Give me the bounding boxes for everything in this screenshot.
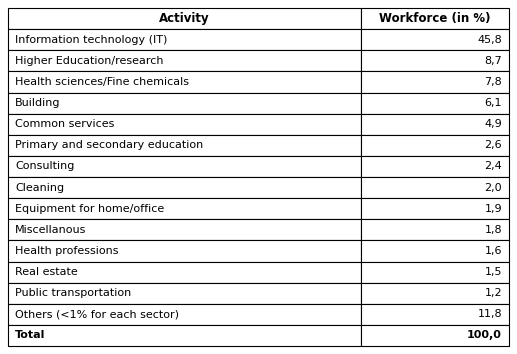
Text: 1,8: 1,8 — [484, 225, 502, 235]
Bar — [361, 92, 509, 114]
Text: Others (<1% for each sector): Others (<1% for each sector) — [15, 309, 179, 319]
Bar — [8, 262, 361, 282]
Text: Health professions: Health professions — [15, 246, 118, 256]
Bar — [361, 114, 509, 135]
Bar — [361, 198, 509, 219]
Text: 1,5: 1,5 — [484, 267, 502, 277]
Text: Activity: Activity — [159, 12, 210, 25]
Text: 6,1: 6,1 — [484, 98, 502, 108]
Text: 4,9: 4,9 — [484, 119, 502, 129]
Bar — [8, 135, 361, 156]
Bar — [8, 50, 361, 72]
Text: Workforce (in %): Workforce (in %) — [379, 12, 491, 25]
Bar — [361, 262, 509, 282]
Text: 7,8: 7,8 — [484, 77, 502, 87]
Bar — [8, 177, 361, 198]
Text: Higher Education/research: Higher Education/research — [15, 56, 163, 66]
Bar — [361, 29, 509, 50]
Text: 2,4: 2,4 — [484, 161, 502, 171]
Bar — [361, 135, 509, 156]
Text: Building: Building — [15, 98, 60, 108]
Bar — [8, 325, 361, 346]
Bar — [8, 156, 361, 177]
Text: 8,7: 8,7 — [484, 56, 502, 66]
Text: Primary and secondary education: Primary and secondary education — [15, 140, 203, 150]
Text: Total: Total — [15, 330, 45, 341]
Bar — [361, 50, 509, 72]
Bar — [8, 219, 361, 240]
Bar — [8, 72, 361, 92]
Text: 1,9: 1,9 — [484, 204, 502, 214]
Text: Cleaning: Cleaning — [15, 183, 64, 193]
Bar — [8, 92, 361, 114]
Bar — [361, 325, 509, 346]
Bar — [361, 8, 509, 29]
Bar — [361, 219, 509, 240]
Bar — [8, 29, 361, 50]
Text: Equipment for home/office: Equipment for home/office — [15, 204, 164, 214]
Text: Real estate: Real estate — [15, 267, 78, 277]
Bar — [8, 304, 361, 325]
Text: 11,8: 11,8 — [477, 309, 502, 319]
Bar — [8, 8, 361, 29]
Text: 45,8: 45,8 — [477, 35, 502, 45]
Bar — [361, 177, 509, 198]
Text: Common services: Common services — [15, 119, 114, 129]
Bar — [8, 240, 361, 262]
Text: Information technology (IT): Information technology (IT) — [15, 35, 168, 45]
Text: 2,0: 2,0 — [484, 183, 502, 193]
Text: 1,2: 1,2 — [484, 288, 502, 298]
Text: Public transportation: Public transportation — [15, 288, 131, 298]
Text: Consulting: Consulting — [15, 161, 74, 171]
Text: Miscellanous: Miscellanous — [15, 225, 86, 235]
Text: 2,6: 2,6 — [484, 140, 502, 150]
Text: Health sciences/Fine chemicals: Health sciences/Fine chemicals — [15, 77, 189, 87]
Bar — [8, 198, 361, 219]
Text: 1,6: 1,6 — [484, 246, 502, 256]
Bar — [361, 282, 509, 304]
Bar — [8, 282, 361, 304]
Bar — [8, 114, 361, 135]
Text: 100,0: 100,0 — [467, 330, 502, 341]
Bar — [361, 156, 509, 177]
Bar — [361, 304, 509, 325]
Bar — [361, 240, 509, 262]
Bar — [361, 72, 509, 92]
